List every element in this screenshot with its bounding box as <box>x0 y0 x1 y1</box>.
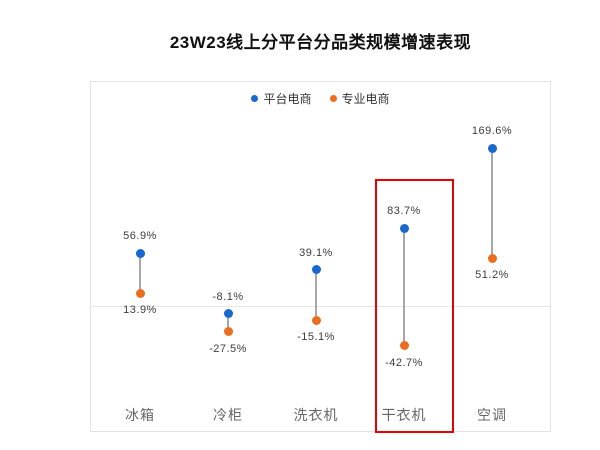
specialist-value-label: 51.2% <box>475 269 509 282</box>
connector-line <box>491 148 493 259</box>
plot-area-columns: 56.9% 13.9% 冰箱 -8.1% -27.5% 冷柜 39.1% -15.1% 洗衣机 8… <box>91 82 550 431</box>
platform-value-label: -8.1% <box>212 290 244 303</box>
platform-ecommerce-dot <box>487 143 497 153</box>
specialist-value-label: -15.1% <box>297 331 335 344</box>
chart-title: 23W23线上分平台分品类规模增速表现 <box>169 33 472 52</box>
chart-column: -8.1% -27.5% 冷柜 <box>184 82 272 431</box>
specialist-ecommerce-dot <box>487 253 497 263</box>
platform-ecommerce-dot <box>399 223 409 233</box>
chart-column: 39.1% -15.1% 洗衣机 <box>272 82 360 431</box>
platform-value-label: 169.6% <box>471 125 513 138</box>
platform-value-label: 56.9% <box>123 230 157 243</box>
specialist-ecommerce-dot <box>311 315 321 325</box>
specialist-value-label: 13.9% <box>123 304 157 317</box>
specialist-ecommerce-dot <box>223 327 233 337</box>
legend-label: 专业电商 <box>341 92 390 106</box>
legend-item-specialist: 专业电商 <box>329 90 390 107</box>
specialist-ecommerce-dot <box>135 288 145 298</box>
zero-gridline <box>91 306 550 307</box>
category-label: 冷柜 <box>213 407 243 423</box>
specialist-legend-dot-icon <box>329 95 337 102</box>
platform-ecommerce-dot <box>135 248 145 258</box>
specialist-ecommerce-dot <box>399 341 409 351</box>
connector-line <box>315 269 317 321</box>
legend: 平台电商 专业电商 <box>91 90 550 107</box>
connector-line <box>227 313 229 332</box>
specialist-value-label: -42.7% <box>385 356 423 369</box>
connector-line <box>139 253 141 294</box>
plot-area: 平台电商 专业电商 56.9% 13.9% 冰箱 -8.1% -27.5% 冷柜 39.1%… <box>90 81 551 432</box>
platform-ecommerce-dot <box>223 309 233 319</box>
connector-line <box>403 228 405 346</box>
platform-value-label: 39.1% <box>299 246 333 259</box>
platform-ecommerce-dot <box>311 265 321 275</box>
legend-item-platform: 平台电商 <box>251 90 312 107</box>
legend-label: 平台电商 <box>263 92 312 106</box>
category-label: 洗衣机 <box>293 407 339 423</box>
specialist-value-label: -27.5% <box>209 342 247 355</box>
chart-column: 83.7% -42.7% 干衣机 <box>360 82 448 431</box>
chart-column: 56.9% 13.9% 冰箱 <box>96 82 184 431</box>
platform-value-label: 83.7% <box>387 205 421 218</box>
category-label: 干衣机 <box>381 407 427 423</box>
chart-column: 169.6% 51.2% 空调 <box>448 82 536 431</box>
platform-legend-dot-icon <box>251 95 259 102</box>
category-label: 空调 <box>477 407 507 423</box>
category-label: 冰箱 <box>125 407 155 423</box>
